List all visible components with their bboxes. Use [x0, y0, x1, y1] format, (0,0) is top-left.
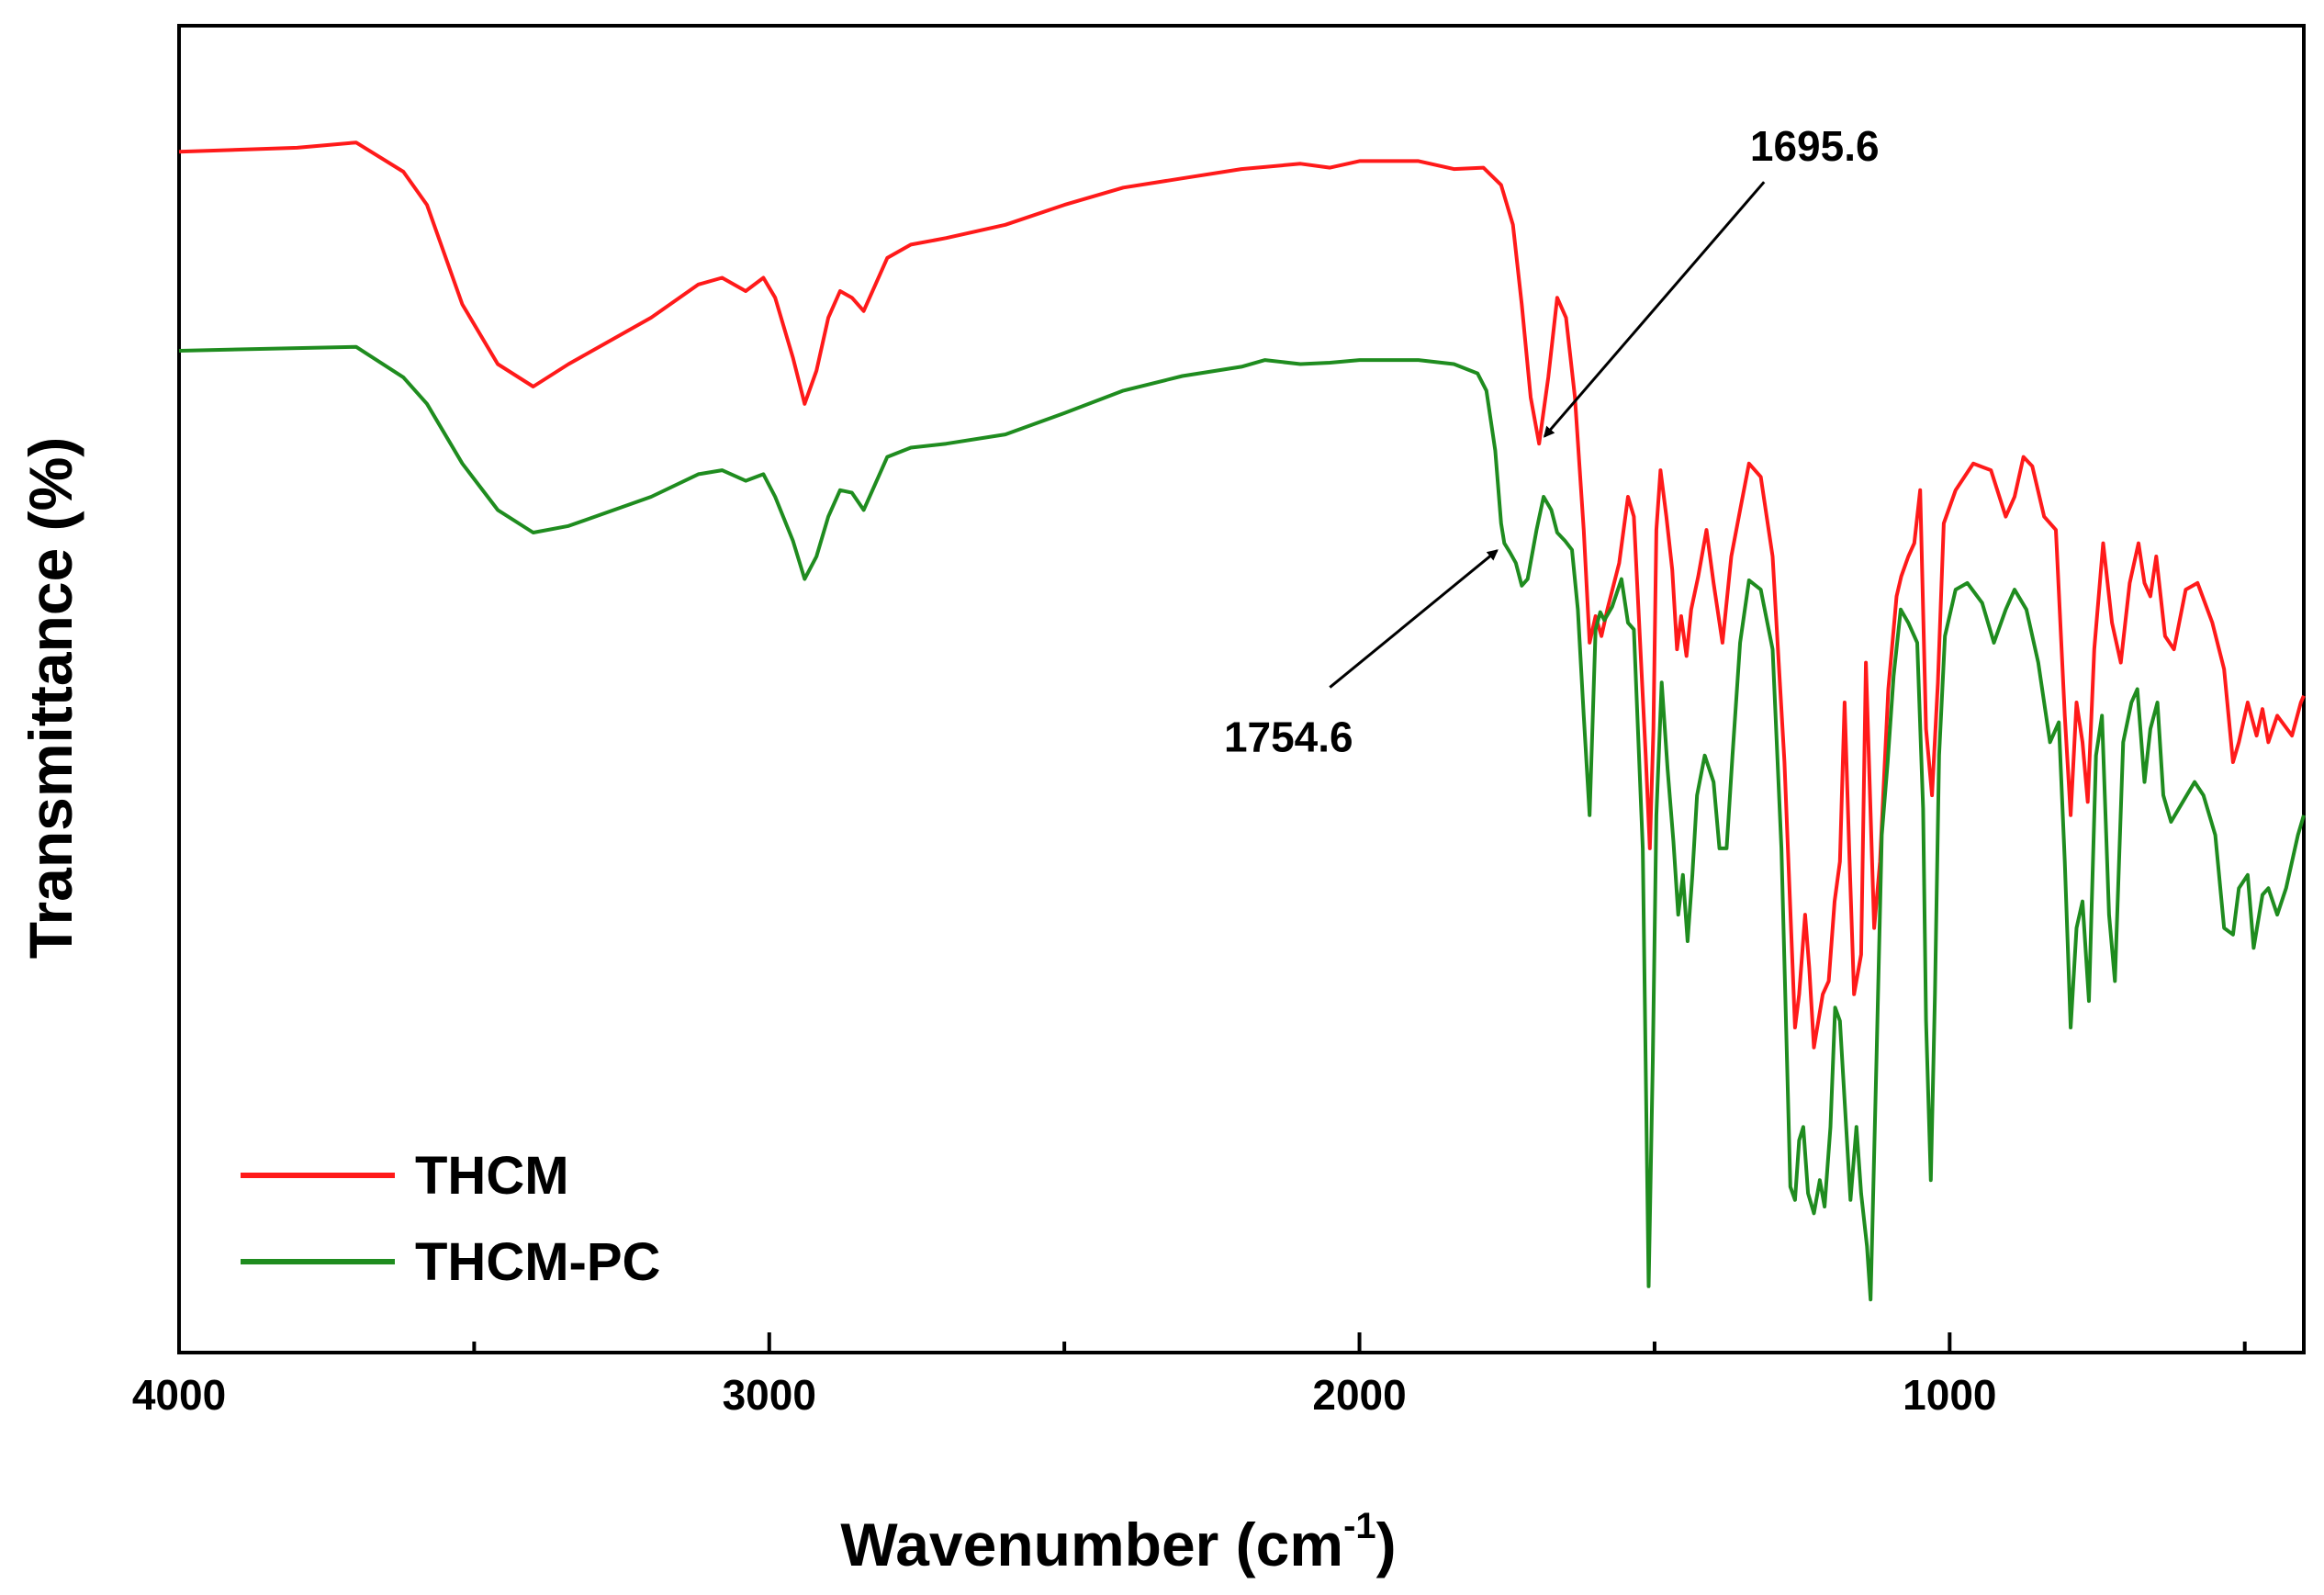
series-line-thcm — [178, 140, 2306, 1050]
x-tick-label: 4000 — [132, 1371, 226, 1419]
annotation-label: 1754.6 — [1224, 713, 1353, 761]
legend: THCM THCM-PC — [241, 1146, 660, 1292]
x-axis-ticks: 4000 3000 2000 1000 — [132, 1332, 2247, 1419]
x-tick-label: 1000 — [1903, 1371, 1996, 1419]
legend-label-thcm-pc: THCM-PC — [415, 1232, 660, 1292]
legend-label-thcm: THCM — [415, 1146, 569, 1206]
x-axis-label-superscript: -1 — [1343, 1506, 1376, 1546]
plot-frame — [177, 24, 2306, 1354]
x-tick-label: 2000 — [1312, 1371, 1406, 1419]
annotations: 1695.6 1754.6 — [1224, 122, 1880, 760]
x-axis-label: Wavenumber (cm-1) — [840, 1506, 1396, 1578]
series-line-thcm-pc — [178, 344, 2306, 1302]
x-tick-label: 3000 — [723, 1371, 816, 1419]
annotation-arrow — [1329, 549, 1499, 689]
annotation-arrow — [1543, 181, 1766, 438]
x-axis-label-suffix: ) — [1376, 1511, 1397, 1578]
x-axis-label-main: Wavenumber (cm — [840, 1511, 1343, 1578]
annotation-label: 1695.6 — [1750, 122, 1880, 170]
series-layer — [178, 140, 2306, 1302]
y-axis-label: Transmittance (%) — [17, 437, 84, 959]
